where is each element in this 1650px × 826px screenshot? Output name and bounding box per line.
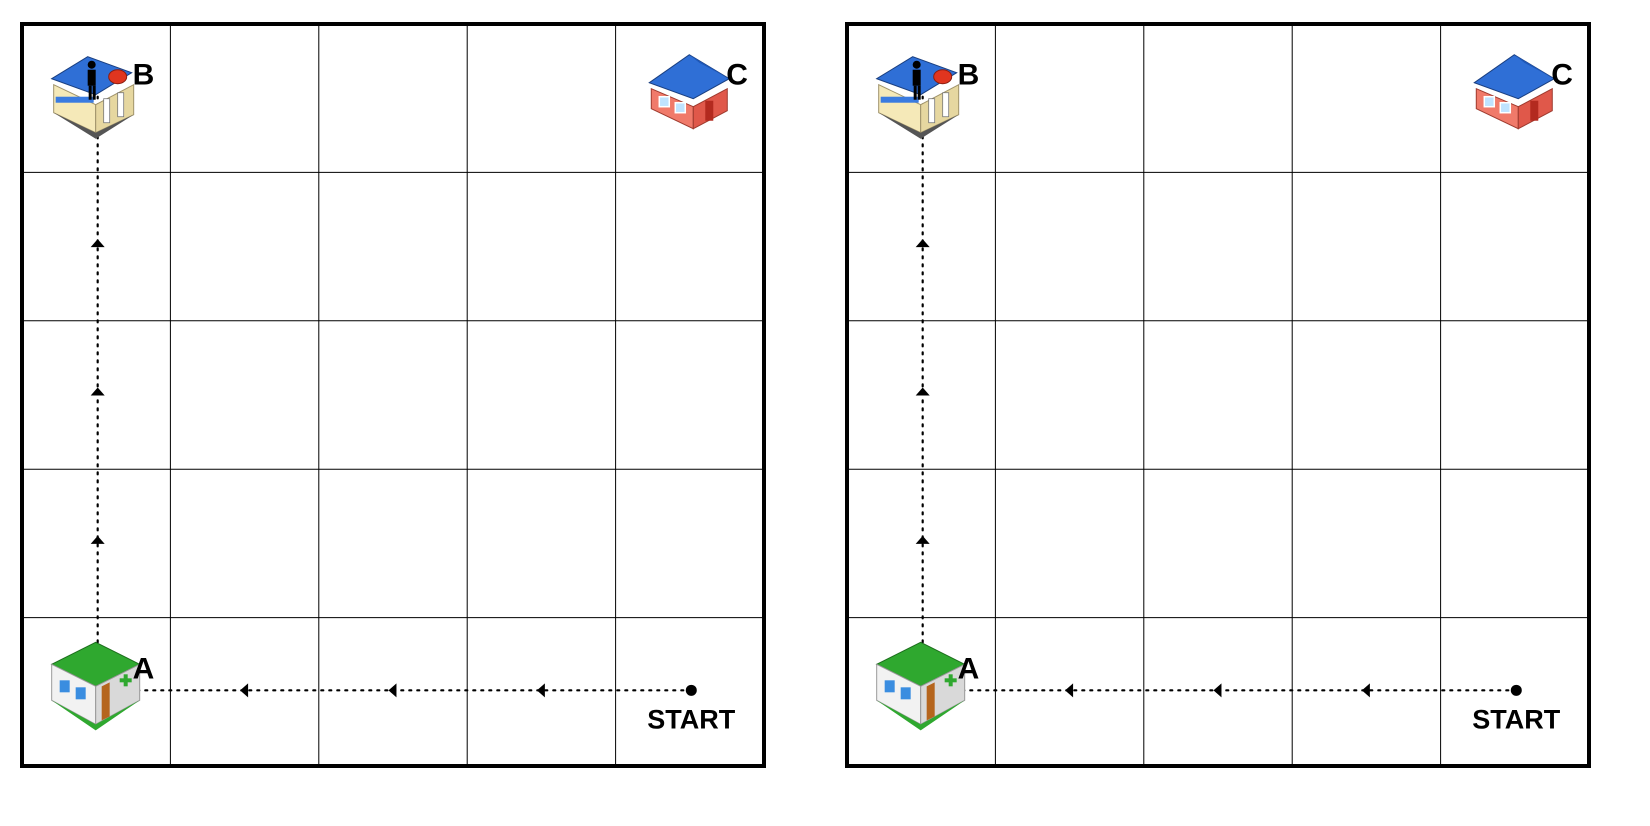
route-arrow bbox=[1361, 683, 1370, 698]
location-label-b: B bbox=[133, 59, 155, 92]
house-building-icon bbox=[648, 54, 731, 130]
location-label-a: A bbox=[133, 652, 155, 685]
route-path bbox=[915, 95, 1518, 698]
grid-panel-right: A B C START bbox=[825, 0, 1625, 826]
house-building-icon bbox=[1473, 54, 1556, 130]
route-arrow bbox=[915, 535, 930, 544]
route-arrow bbox=[1213, 683, 1222, 698]
start-marker bbox=[685, 684, 697, 696]
start-marker bbox=[1510, 684, 1522, 696]
route-arrow bbox=[90, 535, 105, 544]
route-arrow bbox=[90, 239, 105, 248]
grid-map-right: A B C START bbox=[845, 22, 1591, 768]
route-arrow bbox=[1065, 683, 1074, 698]
route-arrow bbox=[388, 683, 397, 698]
route-path bbox=[90, 95, 693, 698]
hospital-building-icon bbox=[875, 641, 966, 731]
route-arrow bbox=[240, 683, 249, 698]
grid-map-left: A B C START bbox=[20, 22, 766, 768]
shop-building-icon bbox=[50, 56, 135, 139]
shop-building-icon bbox=[875, 56, 960, 139]
route-arrow bbox=[915, 239, 930, 248]
location-label-c: C bbox=[726, 59, 748, 92]
location-label-c: C bbox=[1551, 59, 1573, 92]
location-label-a: A bbox=[958, 652, 980, 685]
grid-border bbox=[845, 22, 1591, 768]
start-label: START bbox=[1472, 704, 1560, 734]
grid-panel-left: A B C START bbox=[0, 0, 800, 826]
route-arrow bbox=[536, 683, 545, 698]
route-arrow bbox=[90, 387, 105, 396]
location-label-b: B bbox=[958, 59, 980, 92]
hospital-building-icon bbox=[50, 641, 141, 731]
grid-border bbox=[20, 22, 766, 768]
start-label: START bbox=[647, 704, 735, 734]
route-arrow bbox=[915, 387, 930, 396]
